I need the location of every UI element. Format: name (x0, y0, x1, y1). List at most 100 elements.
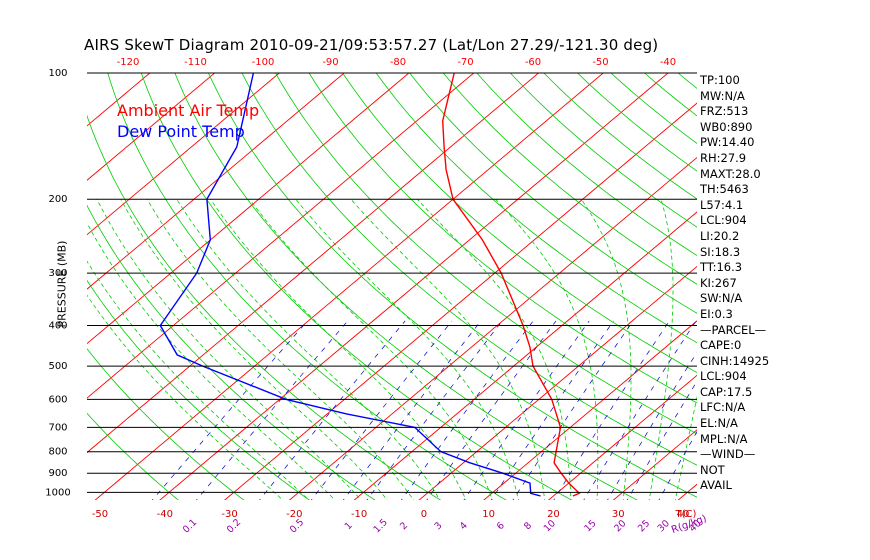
top-temp-tick-label: -60 (525, 57, 541, 68)
mixing-ratio-label: 1.5 (371, 517, 389, 535)
bottom-temp-tick-label: 30 (612, 509, 625, 520)
pressure-tick-label: 1000 (45, 487, 70, 498)
bottom-temp-tick-label: -10 (351, 509, 367, 520)
mixing-ratio-label: 8 (522, 520, 534, 532)
index-item: CINH:14925 (700, 353, 770, 368)
isotherm-line (224, 102, 697, 500)
pressure-tick-label: 100 (48, 68, 67, 79)
bottom-temp-tick-label: -20 (286, 509, 302, 520)
index-item: MW:N/A (700, 88, 745, 103)
index-item: —PARCEL— (700, 322, 767, 337)
top-temp-tick-label: -110 (184, 57, 207, 68)
mixing-ratio-label: 4 (458, 520, 470, 532)
isotherm-line (87, 73, 410, 345)
index-item: TP:100 (700, 73, 740, 87)
isotherm-line (0, 64, 96, 503)
index-item: AVAIL (700, 478, 732, 493)
moist-adiabat-line (350, 198, 546, 500)
temperature-profile-line (441, 73, 581, 497)
mixing-ratio-line (553, 320, 670, 500)
moist-adiabat-line (295, 198, 519, 500)
index-item: LI:20.2 (700, 228, 740, 243)
dry-adiabat-line (342, 73, 697, 374)
mixing-ratio-label: 20 (612, 518, 628, 534)
index-item: CAPE:0 (700, 338, 742, 353)
isotherm-line (87, 73, 281, 236)
mixing-ratio-line (366, 320, 503, 500)
pressure-tick-label: 200 (48, 194, 67, 205)
pressure-tick-label: 600 (48, 394, 67, 405)
isotherm-line (159, 73, 669, 500)
top-temp-tick-label: -70 (457, 57, 473, 68)
pressure-tick-label: 700 (48, 422, 67, 433)
isotherm-line (0, 64, 31, 503)
mixing-ratio-line (151, 320, 308, 500)
bottom-temp-tick-label: 10 (482, 509, 495, 520)
mixing-ratio-line (426, 320, 557, 500)
pressure-tick-label: 800 (48, 447, 67, 458)
index-item: SW:N/A (700, 291, 743, 306)
moist-adiabat-line (210, 198, 467, 500)
index-item: L57:4.1 (700, 197, 744, 212)
dry-adiabat-line (207, 73, 697, 498)
bottom-temp-tick-label: -40 (157, 509, 173, 520)
pressure-tick-label: 500 (48, 361, 67, 372)
mixing-ratio-label: 25 (636, 518, 652, 534)
mixing-ratio-label: 15 (582, 518, 598, 534)
mixing-ratio-line (463, 320, 590, 500)
index-item: EL:N/A (700, 416, 738, 431)
chart-title: AIRS SkewT Diagram 2010-09-21/09:53:57.2… (84, 36, 659, 54)
mixing-ratio-line (490, 320, 614, 500)
top-temp-tick-label: -100 (252, 57, 275, 68)
index-item: FRZ:513 (700, 104, 749, 119)
index-item: TH:5463 (700, 182, 749, 197)
legend-ambient-air-temp: Ambient Air Temp (117, 101, 260, 120)
mixing-ratio-label: 10 (542, 518, 558, 534)
dry-adiabat-line (375, 73, 697, 344)
top-temp-tick-label: -40 (660, 57, 676, 68)
isotherm-line (87, 73, 475, 399)
isotherm-line (94, 73, 604, 500)
mixing-ratio-line (626, 380, 697, 500)
index-item: MPL:N/A (700, 431, 748, 446)
bottom-temp-tick-label: 20 (547, 509, 560, 520)
dry-adiabat-line (409, 73, 697, 314)
top-temp-tick-label: -50 (592, 57, 608, 68)
mixing-ratio-line (607, 351, 697, 500)
pressure-tick-label: 900 (48, 468, 67, 479)
bottom-temp-tick-label: -30 (221, 509, 237, 520)
index-item: SI:18.3 (700, 244, 741, 259)
mixing-ratio-label: 1 (343, 520, 355, 532)
index-item: MAXT:28.0 (700, 166, 761, 181)
mixing-ratio-line (259, 320, 406, 500)
y-axis-label: PRESSURE (MB) (55, 240, 69, 328)
moist-adiabat-line (416, 198, 572, 500)
index-item: EI:0.3 (700, 306, 733, 321)
mixing-ratio-line (583, 320, 697, 500)
top-temp-tick-label: -120 (117, 57, 140, 68)
isotherm-line (418, 265, 697, 500)
mixing-ratio-label: 6 (495, 520, 507, 532)
moist-adiabat-line (176, 198, 441, 500)
pressure-tick-label: 400 (48, 320, 67, 331)
isotherm-line (87, 73, 345, 290)
isotherm-line (804, 64, 870, 503)
isotherm-line (353, 211, 697, 500)
moist-adiabat-line (96, 199, 362, 500)
moist-adiabat-line (495, 198, 599, 500)
index-item: TT:16.3 (700, 260, 743, 275)
isotherm-line (87, 73, 216, 181)
index-item: NOT (700, 462, 725, 477)
isotherm-line (547, 374, 697, 500)
legend-dew-point-temp: Dew Point Temp (117, 122, 245, 141)
top-temp-tick-label: -90 (322, 57, 338, 68)
index-item: RH:27.9 (700, 150, 747, 165)
index-item: LCL:904 (700, 369, 747, 384)
isotherm-line (288, 156, 697, 500)
bottom-temp-tick-label: -50 (92, 509, 108, 520)
indices-panel: TP:100 MW:N/A FRZ:513 WB0:890 PW:14.40 R… (700, 73, 800, 494)
moist-adiabat-line (87, 260, 310, 500)
mixing-ratio-line (196, 320, 349, 500)
mixing-ratio-line (343, 320, 482, 500)
dry-adiabat-line (275, 73, 697, 435)
